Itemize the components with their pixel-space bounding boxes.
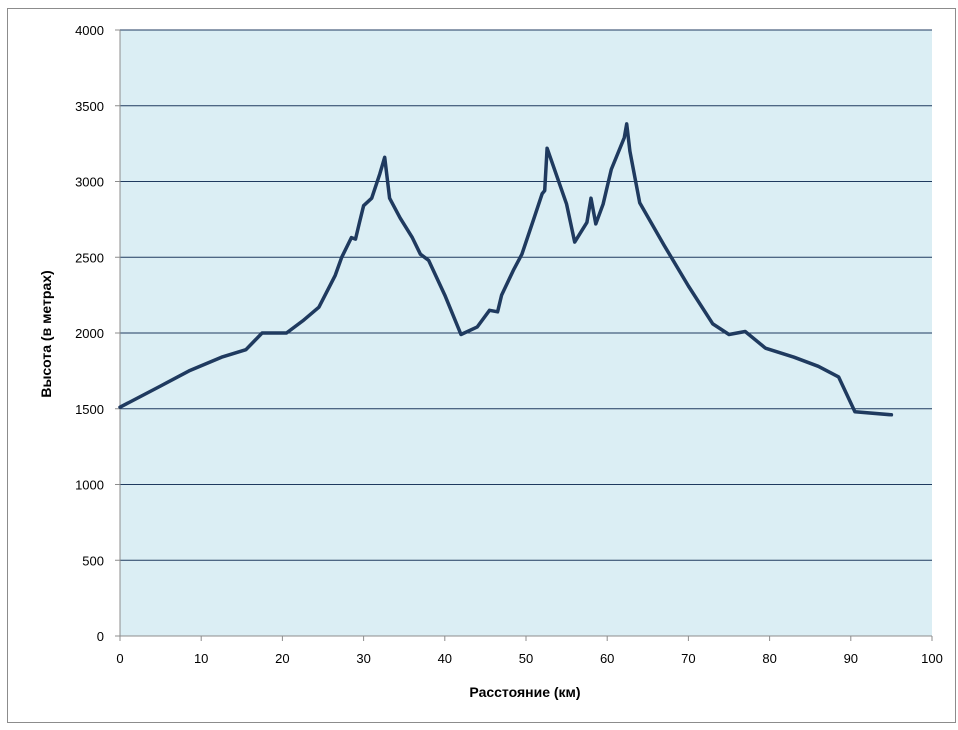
y-tick-label: 3000 (75, 175, 104, 190)
x-tick-label: 40 (438, 651, 452, 666)
x-tick-label: 10 (194, 651, 208, 666)
y-tick-labels: 0 500 1000 1500 2000 2500 3000 3500 4000 (75, 23, 120, 644)
y-tick-label: 0 (97, 629, 104, 644)
y-tick-label: 1000 (75, 478, 104, 493)
y-tick-label: 2000 (75, 326, 104, 341)
x-tick-label: 60 (600, 651, 614, 666)
y-axis-title: Высота (в метрах) (38, 270, 54, 397)
x-tick-label: 0 (116, 651, 123, 666)
y-tick-label: 4000 (75, 23, 104, 38)
gridlines (120, 29, 932, 561)
y-tick-label: 2500 (75, 250, 104, 265)
x-axis-title: Расстояние (км) (469, 684, 580, 700)
x-tick-labels: 0 10 20 30 40 50 60 70 80 90 100 (116, 636, 943, 666)
x-tick-label: 90 (844, 651, 858, 666)
elevation-series-line (118, 122, 894, 417)
x-tick-label: 50 (519, 651, 533, 666)
x-tick-label: 100 (921, 651, 943, 666)
y-tick-label: 500 (82, 553, 104, 568)
y-tick-label: 3500 (75, 99, 104, 114)
x-tick-label: 70 (681, 651, 695, 666)
x-tick-label: 20 (275, 651, 289, 666)
x-tick-label: 80 (762, 651, 776, 666)
x-tick-label: 30 (356, 651, 370, 666)
y-tick-label: 1500 (75, 402, 104, 417)
